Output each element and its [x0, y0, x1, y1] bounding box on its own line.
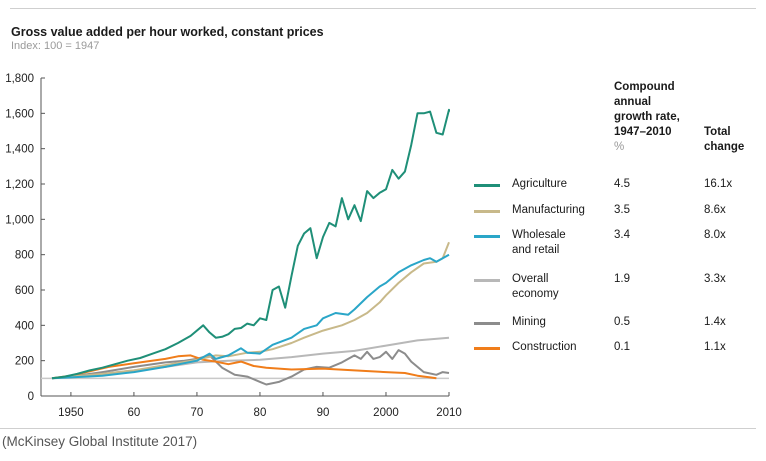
legend-growth-rate: 4.5: [614, 178, 630, 190]
y-tick-label: 1,600: [5, 108, 34, 120]
chart-subtitle: Index: 100 = 1947: [11, 40, 100, 52]
header-total-line: change: [704, 141, 745, 153]
legend-total-change: 16.1x: [704, 178, 733, 190]
line-chart: 0 200 400 600 800 1,000 1,200 1,400 1,600 1,800 19…: [5, 73, 462, 419]
series-lines: [51, 108, 450, 386]
legend-label: Wholesale and retail: [512, 229, 566, 256]
y-tick-label: 1,400: [5, 144, 34, 156]
header-rate-line: 1947–2010: [614, 126, 672, 138]
legend-header-total: Total change: [704, 125, 744, 155]
legend-total-change: 1.1x: [704, 341, 726, 353]
x-tick-label: 80: [254, 407, 267, 419]
y-tick-label: 600: [15, 285, 34, 297]
series-line-manufacturing: [51, 241, 450, 380]
legend-label: Agriculture: [512, 178, 567, 190]
legend-total-change: 3.3x: [704, 273, 726, 285]
y-tick-label: 400: [15, 320, 34, 332]
legend-swatch: [474, 184, 500, 187]
y-tick-label: 800: [15, 250, 34, 262]
header-rate-line: annual: [614, 96, 652, 108]
legend-swatch: [474, 347, 500, 350]
x-tick-label: 70: [191, 407, 204, 419]
x-tick-label: 2010: [436, 407, 462, 419]
legend-total-change: 1.4x: [704, 316, 726, 328]
y-tick-label: 0: [28, 391, 34, 403]
legend-label: Overall economy: [512, 273, 559, 300]
bottom-divider: [0, 428, 756, 429]
legend-growth-rate: 1.9: [614, 273, 630, 285]
top-divider: [10, 8, 756, 9]
x-tick-label: 1950: [58, 407, 84, 419]
chart-title: Gross value added per hour worked, const…: [11, 25, 324, 39]
y-tick-label: 1,200: [5, 179, 34, 191]
header-rate-line: Compound: [614, 81, 675, 93]
legend-total-change: 8.0x: [704, 229, 726, 241]
legend-label: Mining: [512, 316, 546, 328]
header-total-line: Total: [704, 126, 731, 138]
series-line-mining: [51, 349, 450, 386]
x-tick-label: 2000: [373, 407, 399, 419]
legend-swatch: [474, 322, 500, 325]
legend-swatch: [474, 279, 500, 282]
legend-growth-rate: 3.4: [614, 229, 630, 241]
x-tick-label: 60: [128, 407, 141, 419]
y-tick-label: 200: [15, 356, 34, 368]
legend-header-rate: Compound annual growth rate, 1947–2010 %: [614, 80, 704, 155]
legend-growth-rate: 0.1: [614, 341, 630, 353]
legend-swatch: [474, 235, 500, 238]
series-line-agriculture: [51, 108, 450, 380]
y-tick-label: 1,800: [5, 73, 34, 85]
legend-label: Manufacturing: [512, 204, 585, 216]
header-rate-line: growth rate,: [614, 111, 680, 123]
legend-growth-rate: 0.5: [614, 316, 630, 328]
axes: 0 200 400 600 800 1,000 1,200 1,400 1,600 1,800 19…: [5, 73, 462, 419]
legend-label: Construction: [512, 341, 577, 353]
header-rate-unit: %: [614, 141, 625, 153]
legend-swatch: [474, 210, 500, 213]
series-line-wholesale-and-retail: [51, 253, 450, 380]
series-line-construction: [51, 354, 437, 380]
legend-growth-rate: 3.5: [614, 204, 630, 216]
x-tick-label: 90: [317, 407, 330, 419]
y-tick-label: 1,000: [5, 214, 34, 226]
legend-total-change: 8.6x: [704, 204, 726, 216]
source-caption: (McKinsey Global Institute 2017): [2, 434, 198, 449]
